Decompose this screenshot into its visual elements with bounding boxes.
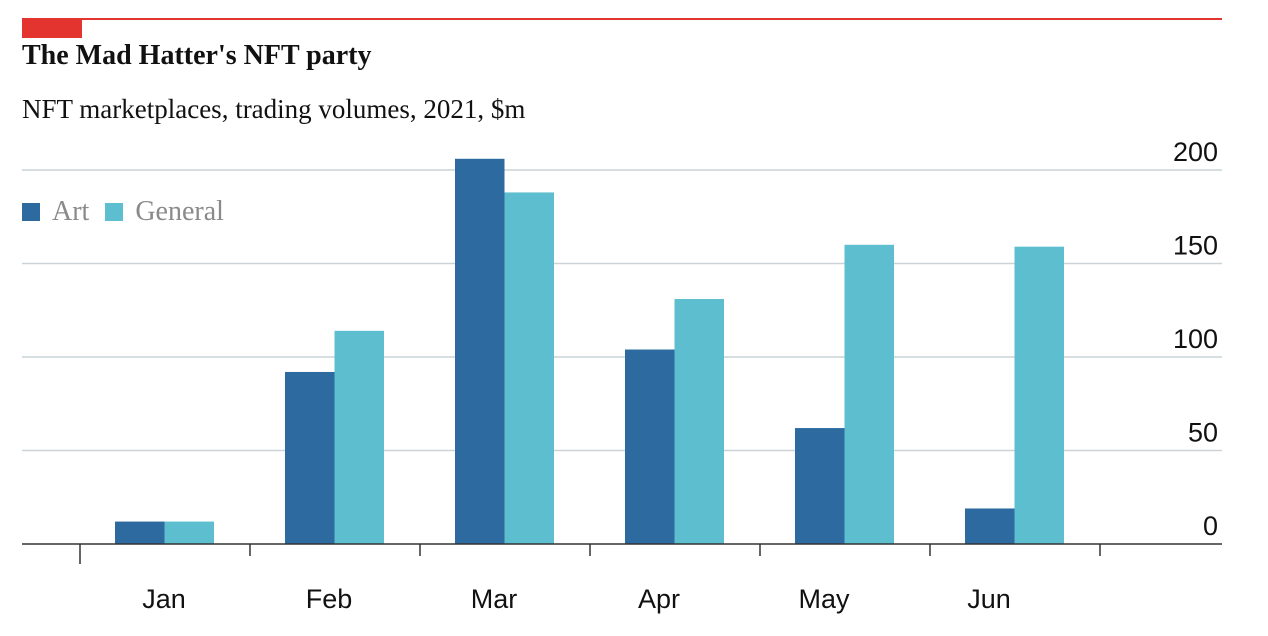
- x-tick-label: Apr: [638, 584, 680, 614]
- legend-label-general: General: [135, 196, 224, 227]
- bar-art-jun: [965, 508, 1015, 544]
- bar-general-jan: [164, 521, 214, 544]
- y-tick-label: 0: [1203, 511, 1218, 541]
- x-tick-label: Mar: [471, 584, 518, 614]
- x-tick-label: Jan: [142, 584, 186, 614]
- y-tick-label: 200: [1173, 137, 1218, 167]
- legend-swatch-general: [105, 203, 124, 221]
- y-tick-label: 100: [1173, 324, 1218, 354]
- x-tick-label: May: [798, 584, 850, 614]
- bar-art-feb: [285, 371, 335, 544]
- bar-general-may: [844, 244, 894, 545]
- x-tick-label: Jun: [967, 584, 1011, 614]
- x-tick-label: Feb: [306, 584, 353, 614]
- chart-subtitle: NFT marketplaces, trading volumes, 2021,…: [22, 94, 526, 124]
- bar-general-feb: [334, 330, 384, 544]
- bar-general-mar: [504, 192, 554, 544]
- bar-art-mar: [455, 158, 505, 544]
- y-axis-labels: 200 150 100 50 0: [1173, 137, 1218, 541]
- bars: [115, 158, 1064, 545]
- legend-swatch-art: [22, 203, 40, 221]
- red-tab: [22, 18, 82, 38]
- legend-item-general: General: [105, 196, 224, 228]
- x-axis: [22, 543, 1222, 564]
- chart-title: The Mad Hatter's NFT party: [22, 40, 372, 71]
- legend-item-art: Art: [22, 196, 89, 228]
- x-axis-labels: Jan Feb Mar Apr May Jun: [142, 584, 1011, 614]
- legend: Art General: [22, 195, 240, 229]
- bar-art-apr: [625, 349, 675, 544]
- bar-general-apr: [674, 299, 724, 544]
- red-top-rule: [22, 18, 1222, 20]
- y-tick-label: 150: [1173, 231, 1218, 261]
- y-tick-label: 50: [1188, 418, 1218, 448]
- bar-art-jan: [115, 521, 165, 544]
- bar-art-may: [795, 428, 845, 544]
- bar-general-jun: [1014, 246, 1064, 545]
- legend-label-art: Art: [52, 196, 90, 227]
